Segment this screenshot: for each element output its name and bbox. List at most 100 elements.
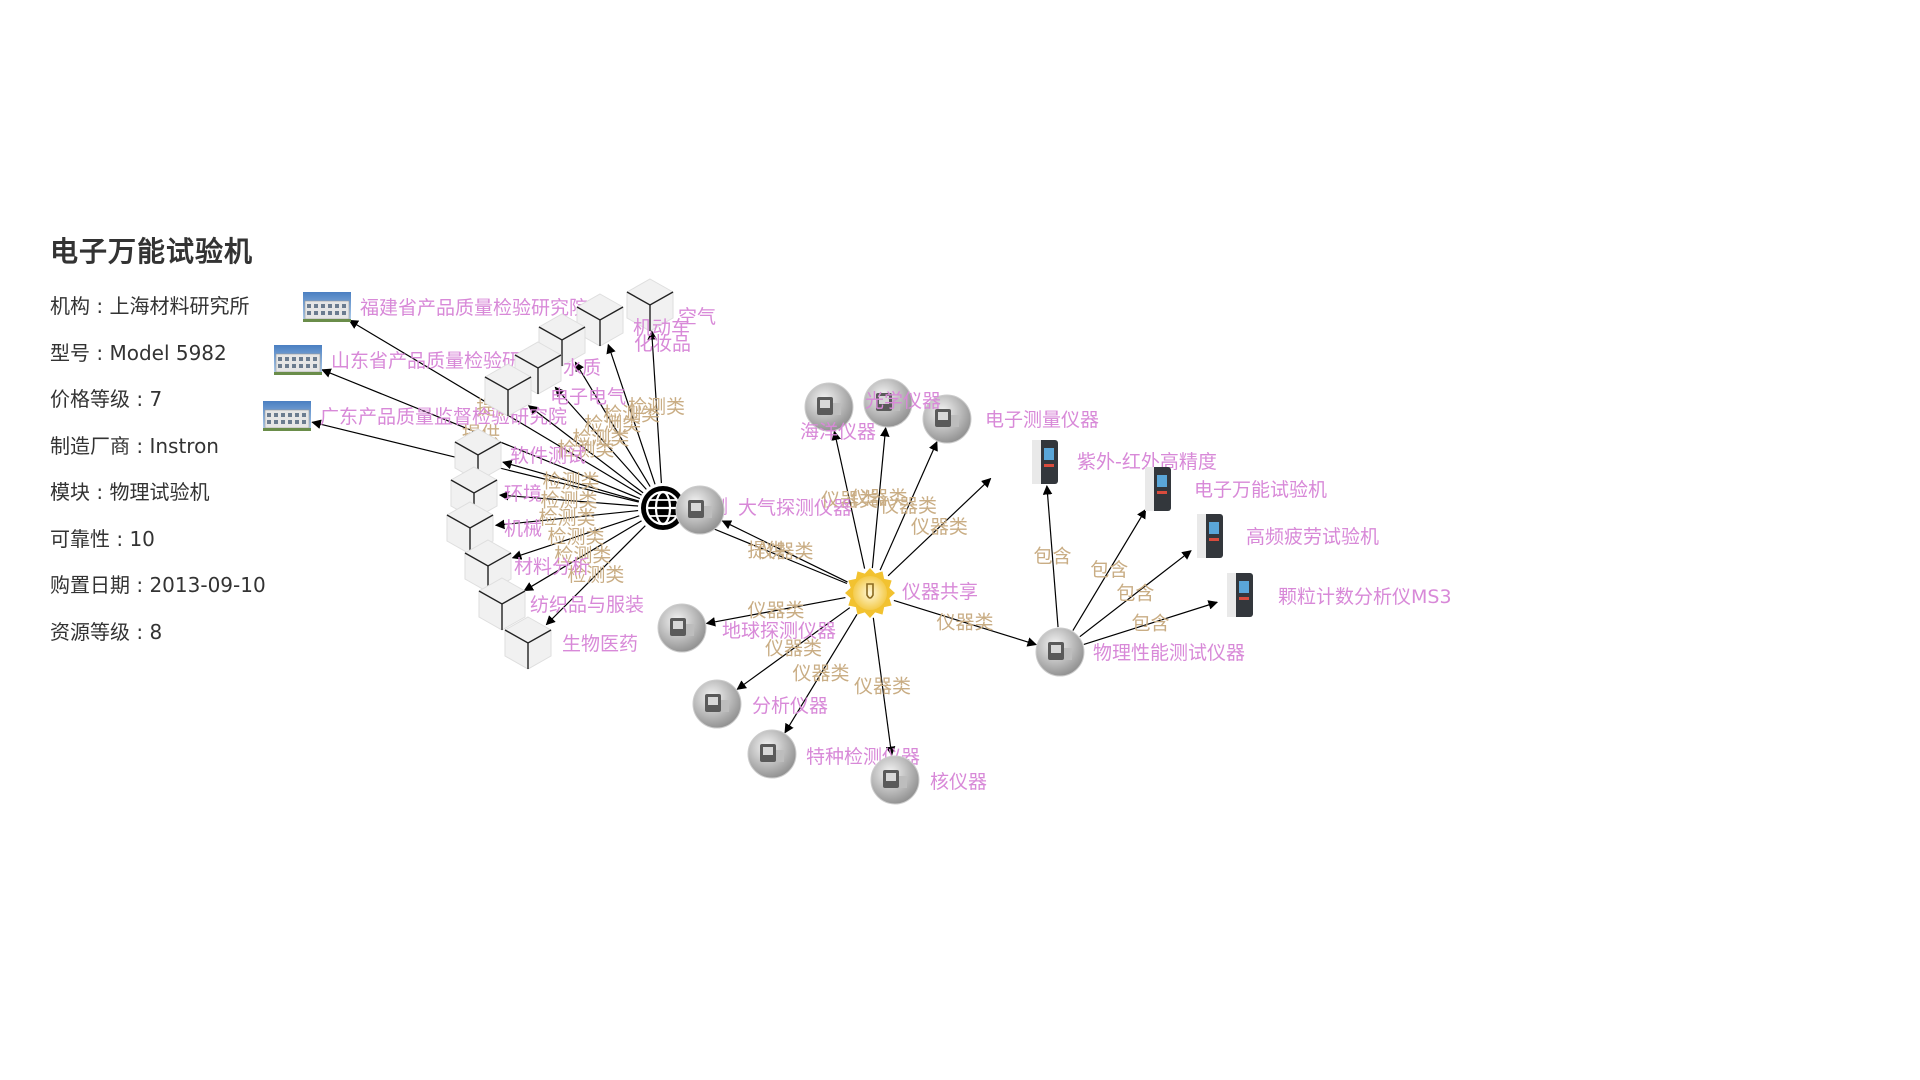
node-label: 纺织品与服装 (530, 594, 644, 616)
graph-edge (721, 520, 848, 583)
node-label: 海洋仪器 (800, 421, 876, 443)
graph-edge (872, 617, 896, 757)
page-title: 电子万能试验机 (50, 235, 254, 268)
node-label: 山东省产品质量检验研究院 (331, 350, 559, 372)
graph-node-fj[interactable]: 福建省产品质量检验研究院 (303, 292, 588, 322)
edge-label: 提供 (747, 540, 785, 562)
graph-edge (879, 440, 938, 571)
graph-edge (647, 329, 663, 484)
edge-label: 仪器类 (854, 676, 911, 698)
graph-edge (606, 343, 656, 485)
node-label: 软件测试 (510, 445, 586, 467)
graph-node-electro[interactable]: 电子电气 (484, 363, 626, 417)
graph-node-software[interactable]: 软件测试 (454, 428, 586, 482)
graph-node-vehicle[interactable]: 机动车 (576, 293, 690, 347)
edge-label: 检测类 (554, 545, 611, 567)
info-value: 物理试验机 (109, 480, 210, 504)
info-key: 可靠性 (50, 526, 110, 551)
edge-label: 包含 (1090, 559, 1128, 581)
node-label: 地球探测仪器 (722, 620, 836, 642)
node-label: 核仪器 (930, 771, 987, 793)
graph-edge (502, 459, 640, 502)
info-row-price-level: 价格等级 : 7 (50, 387, 163, 411)
node-label: 紫外-红外高精度 (1077, 451, 1217, 473)
edge-label: 检测类 (547, 526, 604, 548)
graph-node-ir[interactable]: 紫外-红外高精度 (1032, 440, 1217, 484)
edge-label: 包含 (1033, 546, 1071, 568)
edge-label: 检测类 (538, 507, 595, 529)
edges-layer (311, 319, 1219, 757)
nodes-layer: 仪器共享检测福建省产品质量检验研究院山东省产品质量检验研究院广东产品质量监督检验… (263, 278, 1452, 805)
info-key: 机构 (50, 294, 90, 318)
info-row-resource-level: 资源等级 : 8 (50, 619, 163, 644)
graph-edge (705, 596, 846, 627)
node-label: 空气 (678, 306, 716, 328)
node-label: 材料分析 (514, 556, 590, 578)
graph-node-air[interactable]: 空气 (626, 278, 716, 332)
edge-label: 仪器类 (756, 541, 813, 563)
info-key: 型号 (50, 340, 90, 365)
node-label: 机械 (504, 518, 542, 540)
edge-label: 仪器类 (821, 489, 878, 511)
edge-label: 仪器类 (765, 638, 822, 660)
graph-edge (784, 614, 858, 734)
info-value: 7 (149, 387, 163, 411)
graph-edge (887, 477, 992, 577)
graph-edge (736, 607, 851, 690)
info-value: Model 5982 (109, 340, 227, 365)
info-row-module: 模块 : 物理试验机 (50, 480, 210, 504)
graph-edge (545, 525, 646, 626)
edge-label: 包含 (1131, 612, 1169, 634)
graph-edge (1083, 600, 1219, 646)
graph-node-utm[interactable]: 电子万能试验机 (1145, 467, 1327, 511)
edge-label: 仪器类 (936, 612, 993, 634)
graph-edge (498, 490, 639, 507)
info-value: 10 (129, 526, 155, 551)
edge-label: 仪器类 (880, 495, 937, 517)
info-row-model: 型号 : Model 5982 (50, 340, 227, 365)
edge-label: 检测类 (542, 471, 599, 493)
graph-edge (1072, 508, 1147, 631)
info-row-institution: 机构 : 上海材料研究所 (50, 294, 250, 318)
edge-label: 检测类 (584, 413, 641, 435)
graph-edge (1042, 484, 1059, 628)
info-key: 价格等级 (50, 387, 130, 411)
graph-edge (527, 405, 644, 494)
edge-label: 仪器类 (911, 516, 968, 538)
graph-node-ocean[interactable]: 海洋仪器 (800, 382, 876, 443)
info-row-purchase-date: 购置日期 : 2013-09-10 (50, 573, 266, 597)
graph-node-nuclear[interactable]: 核仪器 (870, 755, 987, 805)
graph-node-physics[interactable]: 物理性能测试仪器 (1035, 627, 1245, 677)
node-label: 光学仪器 (865, 390, 941, 412)
graph-node-bio[interactable]: 生物医药 (504, 616, 638, 670)
graph-node-share[interactable]: 仪器共享 (845, 568, 978, 618)
graph-node-particle[interactable]: 颗粒计数分析仪MS3 (1227, 573, 1452, 617)
info-key: 资源等级 (50, 619, 130, 644)
node-label: 电子万能试验机 (1194, 479, 1327, 501)
graph-edge (511, 515, 640, 560)
node-label: 高频疲劳试验机 (1246, 526, 1379, 548)
graph-node-optical[interactable]: 光学仪器 (863, 378, 941, 428)
graph-node-sd[interactable]: 山东省产品质量检验研究院 (274, 345, 559, 375)
graph-node-elecmeas[interactable]: 电子测量仪器 (922, 394, 1099, 444)
node-label: 生物医药 (562, 633, 638, 655)
edge-label: 检测类 (557, 438, 614, 460)
graph-node-textile[interactable]: 纺织品与服装 (478, 577, 644, 631)
graph-edge (523, 520, 642, 592)
info-row-manufacturer: 制造厂商 : Instron (50, 433, 219, 458)
node-label: 机动车 (633, 317, 690, 339)
graph-node-geo[interactable]: 地球探测仪器 (657, 603, 836, 653)
edge-label: 检测类 (628, 396, 685, 418)
node-label: 水质 (563, 357, 601, 379)
info-row-reliability: 可靠性 : 10 (50, 526, 155, 551)
edge-label: 仪器类 (850, 487, 907, 509)
node-label: 颗粒计数分析仪MS3 (1278, 586, 1452, 608)
graph-node-atmo[interactable]: 大气探测仪器 (675, 485, 852, 535)
graph-node-analysis[interactable]: 分析仪器 (692, 679, 828, 729)
edge-label: 仪器类 (792, 663, 849, 685)
graph-edge (494, 509, 639, 530)
graph-node-fatigue[interactable]: 高频疲劳试验机 (1197, 514, 1379, 558)
info-value: 8 (149, 619, 163, 644)
info-key: 模块 (50, 480, 90, 504)
